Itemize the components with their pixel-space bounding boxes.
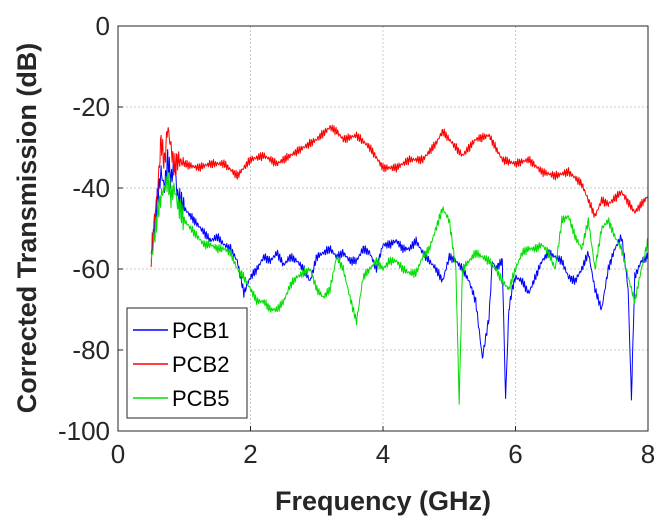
x-tick-label: 2 [243,439,257,469]
x-tick-label: 6 [508,439,522,469]
series-line-pcb2 [150,124,649,268]
y-axis-ticks: 0 -20 -40 -60 -80 -100 [58,11,123,446]
y-axis-title: Corrected Transmission (dB) [12,43,42,414]
x-tick-label: 0 [111,439,125,469]
y-tick-label: -40 [72,173,110,203]
x-axis-ticks: 0 2 4 6 8 [111,426,655,469]
legend-label-pcb1: PCB1 [172,318,229,343]
legend-label-pcb5: PCB5 [172,386,229,411]
y-tick-label: -20 [72,92,110,122]
y-tick-label: 0 [96,11,110,41]
x-tick-label: 4 [376,439,390,469]
y-tick-label: -100 [58,416,110,446]
series-line-pcb1 [150,149,649,401]
legend-label-pcb2: PCB2 [172,352,229,377]
x-axis-title: Frequency (GHz) [275,486,491,516]
plot-series [150,124,649,405]
y-tick-label: -60 [72,254,110,284]
series-line-pcb5 [150,172,649,405]
legend-box [126,307,248,419]
legend: PCB1 PCB2 PCB5 [126,307,248,419]
x-tick-label: 8 [641,439,655,469]
y-tick-label: -80 [72,335,110,365]
